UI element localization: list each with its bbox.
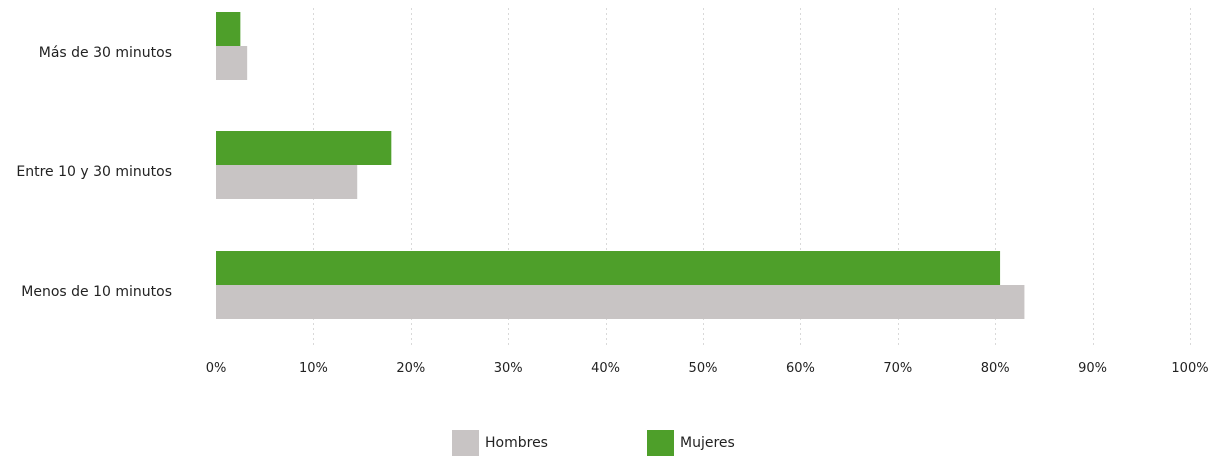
category-labels: Más de 30 minutos Entre 10 y 30 minutos Me…	[16, 45, 172, 300]
bar-mujeres-mas-de-30-minutos	[216, 12, 241, 46]
grid-lines	[313, 8, 1191, 348]
bar-mujeres-menos-de-10-minutos	[216, 251, 1001, 285]
legend-item-mujeres: Mujeres	[647, 430, 735, 456]
category-label-menos-de-10-minutos: Menos de 10 minutos	[21, 284, 172, 300]
bar-hombres-entre-10-y-30-minutos	[216, 165, 358, 199]
x-tick-label-20: 20%	[396, 361, 425, 376]
legend-label-mujeres: Mujeres	[680, 435, 735, 451]
bars	[216, 12, 1025, 319]
x-tick-label-30: 30%	[494, 361, 523, 376]
bar-hombres-mas-de-30-minutos	[216, 46, 248, 80]
legend-label-hombres: Hombres	[485, 435, 548, 451]
legend-item-hombres: Hombres	[452, 430, 548, 456]
legend-swatch-hombres	[452, 430, 479, 456]
bar-chart: Más de 30 minutos Entre 10 y 30 minutos Me…	[16, 8, 1209, 376]
x-tick-label-80: 80%	[981, 361, 1010, 376]
x-tick-label-10: 10%	[299, 361, 328, 376]
x-tick-label-0: 0%	[206, 361, 227, 376]
x-tick-label-90: 90%	[1078, 361, 1107, 376]
x-tick-label-70: 70%	[883, 361, 912, 376]
x-tick-label-100: 100%	[1171, 361, 1208, 376]
bar-hombres-menos-de-10-minutos	[216, 285, 1025, 319]
x-tick-label-40: 40%	[591, 361, 620, 376]
category-label-mas-de-30-minutos: Más de 30 minutos	[39, 45, 172, 61]
x-tick-label-50: 50%	[689, 361, 718, 376]
bar-mujeres-entre-10-y-30-minutos	[216, 131, 392, 165]
legend: Hombres Mujeres	[0, 430, 1217, 458]
x-tick-label-60: 60%	[786, 361, 815, 376]
category-label-entre-10-y-30-minutos: Entre 10 y 30 minutos	[16, 164, 172, 180]
x-axis-tick-labels: 0% 10% 20% 30% 40% 50% 60% 70% 80% 90% 100%	[206, 361, 1209, 376]
legend-swatch-mujeres	[647, 430, 674, 456]
